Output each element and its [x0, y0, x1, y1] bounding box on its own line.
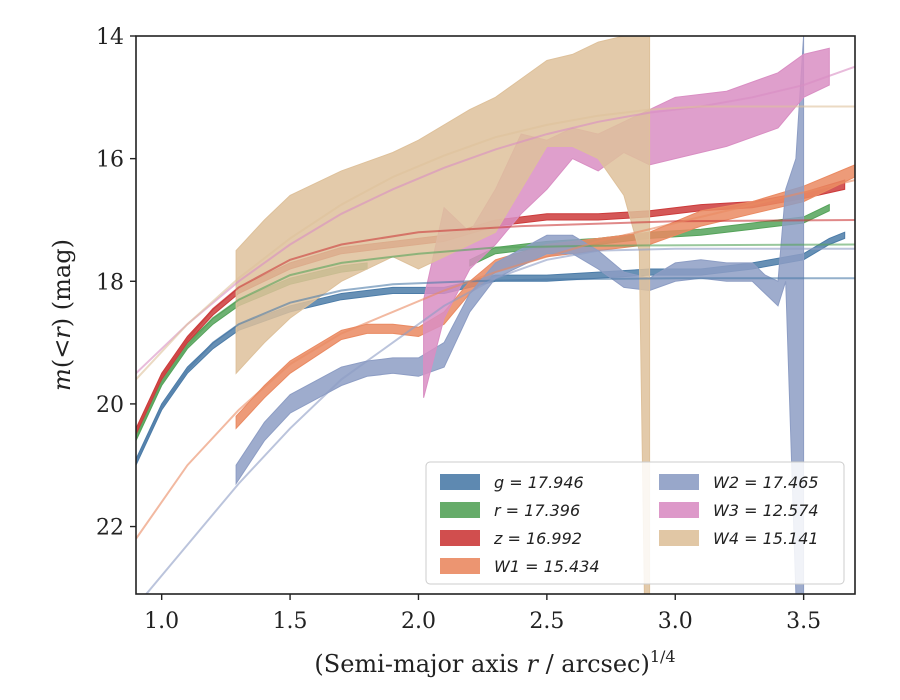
series-g-model-line [136, 277, 855, 463]
x-axis-label: (Semi-major axis r / arcsec)1/4 [314, 647, 675, 678]
series-z-model-line [136, 219, 855, 432]
y-tick-label: 22 [96, 516, 124, 541]
legend-box [425, 461, 845, 585]
y-tick-label: 16 [96, 148, 124, 173]
series-w1-model-line [136, 179, 855, 540]
x-tick-label: 3.0 [658, 609, 693, 634]
legend: g = 17.946 r = 17.396 z = 16.992 W1 = 15.43… [425, 461, 845, 585]
series-models [136, 65, 855, 594]
legend-swatch-w1 [440, 558, 480, 574]
legend-swatch-g [440, 474, 480, 490]
y-tick-label: 18 [96, 270, 124, 295]
legend-swatch-w2 [659, 474, 699, 490]
x-tick-label: 2.0 [401, 609, 436, 634]
series-r-model-line [136, 243, 855, 439]
series-w2-band [235, 36, 805, 594]
legend-label-w3: W3 = 12.574 [713, 501, 819, 520]
legend-label-w2: W2 = 17.465 [713, 473, 819, 492]
legend-label-r: r = 17.396 [494, 501, 580, 520]
y-tick-label: 14 [96, 25, 124, 50]
series-w3-model-line [136, 65, 855, 375]
legend-label-z: z = 16.992 [493, 529, 582, 548]
series-w4-model-line [136, 105, 855, 381]
x-tick-label: 1.0 [144, 609, 179, 634]
y-tick-label: 20 [96, 393, 124, 418]
x-tick-label: 3.5 [786, 609, 821, 634]
legend-swatch-r [440, 502, 480, 518]
legend-label-w4: W4 = 15.141 [713, 529, 819, 548]
x-axis-ticks: 1.0 1.5 2.0 2.5 3.0 3.5 [144, 594, 821, 634]
legend-swatch-w3 [659, 502, 699, 518]
series-w2-model-line [144, 247, 855, 594]
legend-label-g: g = 17.946 [494, 473, 584, 492]
x-tick-label: 1.5 [273, 609, 308, 634]
x-tick-label: 2.5 [529, 609, 564, 634]
plot-frame [135, 35, 856, 595]
y-axis-label: m(<r) (mag) [48, 239, 76, 391]
y-axis-ticks: 14 16 18 20 22 [96, 25, 136, 541]
legend-swatch-z [440, 530, 480, 546]
legend-swatch-w4 [659, 530, 699, 546]
series-w4-band [235, 36, 651, 594]
legend-label-w1: W1 = 15.434 [494, 557, 600, 576]
